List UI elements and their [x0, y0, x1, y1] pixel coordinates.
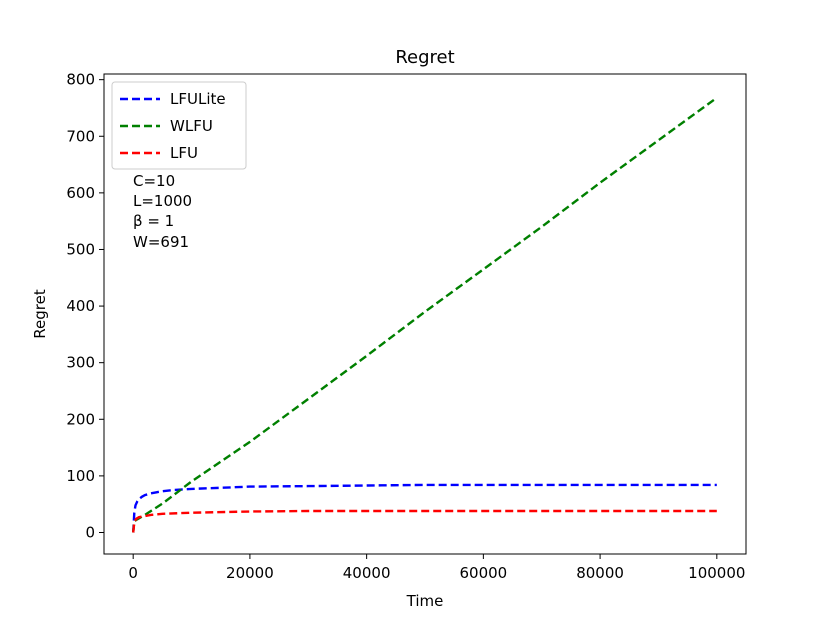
x-tick-label: 80000 [576, 564, 624, 582]
y-tick-label: 500 [66, 240, 95, 258]
legend: LFULite WLFU LFU [111, 81, 247, 170]
legend-label-lfu: LFU [170, 144, 198, 162]
y-tick-label: 300 [66, 354, 95, 372]
x-tick-label: 20000 [226, 564, 274, 582]
chart-title: Regret [395, 47, 454, 68]
y-tick-label: 200 [66, 410, 95, 428]
annotation-c: C=10 [133, 172, 175, 190]
series-line-lfulite [132, 483, 717, 533]
annotation-l: L=1000 [133, 192, 192, 210]
legend-label-wlfu: WLFU [170, 117, 213, 135]
x-tick-label: 0 [128, 564, 138, 582]
plot-frame [103, 73, 747, 555]
x-tick-label: 100000 [688, 564, 745, 582]
series-line-lfu [132, 509, 717, 533]
x-axis-title: Time [406, 592, 444, 610]
y-tick-label: 700 [66, 127, 95, 145]
y-axis-title: Regret [31, 289, 49, 339]
y-tick-label: 400 [66, 297, 95, 315]
x-tick-label: 40000 [343, 564, 391, 582]
legend-label-lfulite: LFULite [170, 90, 226, 108]
annotation-w: W=691 [133, 233, 189, 251]
y-tick-label: 100 [66, 467, 95, 485]
y-axis: 0 100 200 300 400 500 600 700 800 [66, 71, 104, 541]
legend-box [111, 81, 247, 170]
parameter-annotations: C=10 L=1000 β = 1 W=691 [133, 172, 192, 251]
x-axis: 0 20000 40000 60000 80000 100000 [128, 554, 745, 582]
series-layer [132, 96, 718, 533]
y-tick-label: 800 [66, 71, 95, 89]
annotation-beta: β = 1 [133, 212, 174, 230]
x-tick-label: 60000 [460, 564, 508, 582]
y-tick-label: 600 [66, 184, 95, 202]
y-tick-label: 0 [85, 523, 95, 541]
